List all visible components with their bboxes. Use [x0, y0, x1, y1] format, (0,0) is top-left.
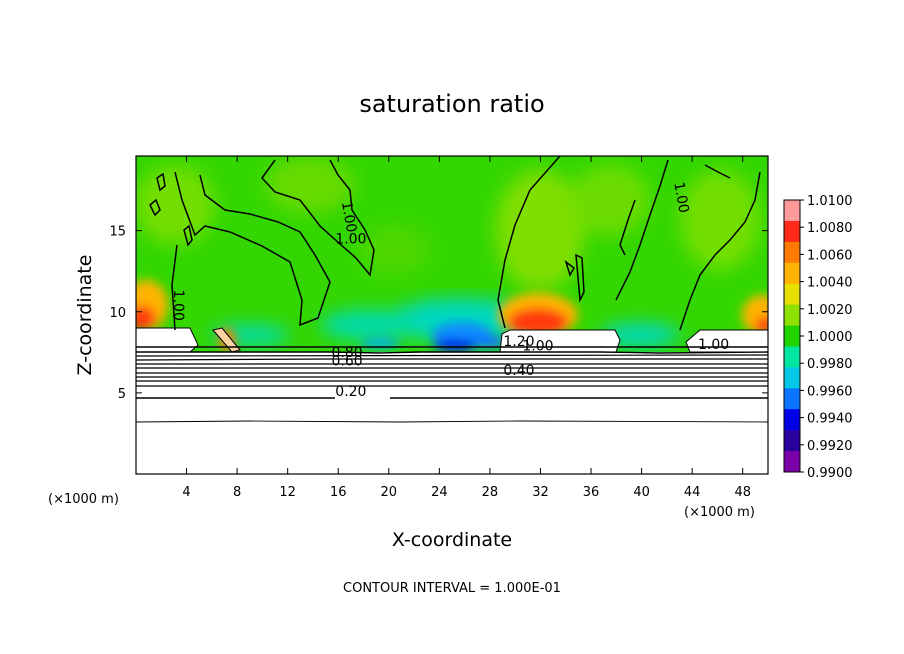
- colorbar-swatch: [784, 388, 800, 410]
- colorbar-label: 0.9960: [807, 384, 853, 399]
- colorbar-swatch: [784, 409, 800, 431]
- colorbar-swatch: [784, 304, 800, 327]
- colorbar-swatch: [784, 346, 800, 368]
- colorbar-swatch: [784, 220, 800, 243]
- contour-label: 1.00: [670, 181, 691, 214]
- contour-label: 1.00: [698, 337, 729, 353]
- x-tick-label: 32: [532, 485, 549, 500]
- y-axis-ticks: 5 10 15: [109, 225, 768, 402]
- colorbar-label: 1.0060: [807, 248, 853, 263]
- colorbar-label: 0.9900: [807, 466, 853, 481]
- colorbar-swatch: [784, 367, 800, 389]
- colorbar-swatch: [784, 241, 800, 264]
- contour-label: 1.00: [522, 339, 553, 355]
- contour-label: 1.00: [338, 200, 359, 233]
- x-tick-label: 40: [633, 485, 650, 500]
- colorbar-swatch: [784, 283, 800, 306]
- x-axis-label: X-coordinate: [392, 529, 512, 551]
- x-tick-label: 24: [431, 485, 448, 500]
- y-tick-label: 5: [118, 387, 126, 402]
- colorbar-swatch: [784, 325, 800, 347]
- contour-labels: 1.001.001.001.000.800.601.201.00 1.000.40…: [170, 181, 729, 400]
- contour-label: 0.60: [332, 353, 363, 369]
- colorbar-label: 0.9940: [807, 412, 853, 427]
- x-unit-right: (×1000 m): [684, 505, 755, 520]
- y-tick-label: 10: [109, 306, 126, 321]
- colorbar-swatch: [784, 430, 800, 452]
- colorbar-label: 1.0080: [807, 221, 853, 236]
- contour-label: 0.80: [332, 345, 363, 361]
- contour-label: 1.00: [170, 290, 186, 321]
- x-tick-label: 48: [734, 485, 751, 500]
- colorbar-swatch: [784, 200, 800, 222]
- contour-label: 1.20: [503, 334, 534, 350]
- x-tick-label: 44: [684, 485, 701, 500]
- colorbar-label: 1.0040: [807, 276, 853, 291]
- contour-label: 1.00: [335, 232, 366, 248]
- contour-lines-upper: [149, 156, 761, 331]
- x-tick-label: 16: [330, 485, 347, 500]
- y-tick-label: 15: [109, 225, 126, 240]
- colorbar-label: 1.0020: [807, 303, 853, 318]
- colorbar: 1.0100 1.0080 1.0060 1.0040 1.0020 1.0000 0.99…: [783, 194, 853, 481]
- x-tick-label: 8: [233, 485, 241, 500]
- colorbar-label: 1.0000: [807, 330, 853, 345]
- colorbar-swatch: [784, 262, 800, 285]
- x-unit-left: (×1000 m): [48, 492, 119, 507]
- colorbar-label: 0.9980: [807, 357, 853, 372]
- x-tick-label: 28: [482, 485, 499, 500]
- x-axis-ticks: 4 8 12 16 20 24 28 32 36 40 44 48: [182, 156, 751, 500]
- x-tick-label: 4: [182, 485, 190, 500]
- x-tick-label: 12: [279, 485, 296, 500]
- colorbar-label: 1.0100: [807, 194, 853, 209]
- plot-frame: [135, 155, 769, 475]
- colorbar-swatch: [784, 451, 800, 473]
- contour-label: 0.20: [335, 384, 366, 400]
- contour-interval-note: CONTOUR INTERVAL = 1.000E-01: [343, 581, 561, 596]
- colorbar-label: 0.9920: [807, 439, 853, 454]
- contour-lines-lower: [136, 346, 768, 423]
- y-axis-label: Z-coordinate: [74, 255, 96, 376]
- x-tick-label: 36: [583, 485, 600, 500]
- chart-title: saturation ratio: [359, 90, 544, 118]
- x-tick-label: 20: [381, 485, 398, 500]
- contour-label: 0.40: [503, 363, 534, 379]
- heatmap-field: [136, 156, 768, 474]
